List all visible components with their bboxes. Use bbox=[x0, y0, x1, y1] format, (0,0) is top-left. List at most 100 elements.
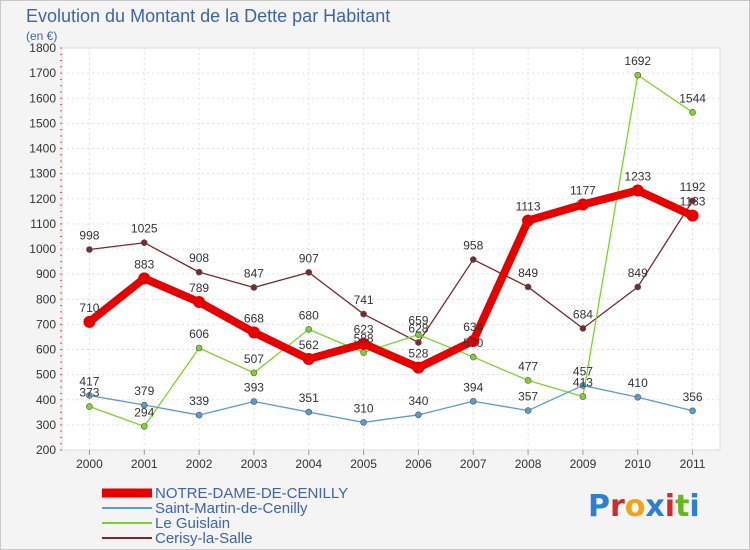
data-point bbox=[140, 239, 148, 247]
data-label: 684 bbox=[573, 307, 593, 321]
data-point bbox=[357, 337, 370, 350]
data-point bbox=[138, 272, 151, 285]
y-tick-label: 1700 bbox=[29, 66, 56, 80]
x-tick-label: 2006 bbox=[405, 457, 432, 471]
y-tick-label: 1200 bbox=[29, 192, 56, 206]
legend-label: Le Guislain bbox=[155, 515, 230, 532]
y-tick-label: 200 bbox=[36, 443, 56, 457]
x-tick-label: 2001 bbox=[131, 457, 158, 471]
data-label: 998 bbox=[79, 229, 99, 243]
data-point bbox=[195, 411, 203, 419]
data-point bbox=[522, 214, 535, 227]
data-point bbox=[576, 198, 589, 211]
x-tick-label: 2003 bbox=[241, 457, 268, 471]
data-label: 680 bbox=[299, 308, 319, 322]
data-point bbox=[469, 256, 477, 263]
x-tick-label: 2008 bbox=[515, 457, 542, 471]
y-tick-label: 1300 bbox=[29, 167, 56, 181]
data-label: 379 bbox=[134, 384, 154, 398]
y-tick-label: 500 bbox=[36, 368, 56, 382]
data-point bbox=[415, 339, 422, 346]
data-label: 562 bbox=[299, 338, 319, 352]
data-point bbox=[467, 334, 480, 347]
data-label: 1692 bbox=[624, 54, 651, 68]
proxiti-logo: Proxiti bbox=[588, 489, 700, 524]
data-label: 393 bbox=[244, 381, 264, 395]
y-tick-label: 700 bbox=[36, 317, 56, 331]
data-label: 457 bbox=[573, 364, 593, 378]
chart-subtitle: (en €) bbox=[26, 29, 57, 43]
series-line bbox=[85, 186, 697, 372]
y-tick-label: 1100 bbox=[30, 217, 56, 231]
data-label: 623 bbox=[354, 323, 374, 337]
y-tick-label: 1800 bbox=[29, 41, 56, 55]
data-label: 1233 bbox=[624, 169, 651, 183]
data-point bbox=[86, 392, 93, 399]
y-tick-label: 800 bbox=[36, 292, 56, 306]
logo-letter: t bbox=[675, 489, 689, 524]
legend-label: NOTRE-DAME-DE-CENILLY bbox=[155, 485, 348, 502]
data-point bbox=[250, 284, 258, 291]
data-label: 351 bbox=[299, 391, 319, 405]
series-line bbox=[88, 384, 694, 424]
data-point bbox=[302, 353, 315, 366]
data-point bbox=[193, 296, 206, 309]
data-label: 394 bbox=[463, 380, 483, 394]
y-tick-label: 1600 bbox=[29, 91, 56, 105]
data-label: 528 bbox=[408, 347, 428, 361]
data-point bbox=[83, 315, 96, 328]
x-tick-label: 2009 bbox=[570, 457, 597, 471]
logo-letter: i bbox=[665, 489, 675, 524]
data-point bbox=[195, 344, 203, 352]
x-tick-label: 2005 bbox=[350, 457, 377, 471]
y-tick-label: 600 bbox=[36, 343, 56, 357]
x-tick-label: 2004 bbox=[295, 457, 322, 471]
data-point bbox=[686, 209, 699, 222]
data-label: 634 bbox=[463, 320, 483, 334]
data-labels: 998 1025 908 847 907 741 628 958 849 684 849 1192 37… bbox=[79, 54, 706, 419]
data-point bbox=[412, 361, 425, 374]
data-label: 628 bbox=[408, 321, 428, 335]
data-label: 413 bbox=[573, 375, 593, 389]
x-tick-label: 2000 bbox=[76, 457, 103, 471]
data-point bbox=[689, 197, 696, 205]
data-point bbox=[579, 382, 587, 389]
y-tick-label: 1400 bbox=[29, 142, 56, 156]
data-point bbox=[415, 331, 422, 338]
data-point bbox=[250, 398, 258, 405]
data-label: 606 bbox=[189, 327, 209, 341]
data-point bbox=[689, 109, 696, 116]
data-point bbox=[360, 349, 367, 356]
data-point bbox=[250, 369, 258, 377]
data-label: 908 bbox=[189, 251, 209, 265]
logo-letter: P bbox=[588, 489, 610, 524]
y-tick-label: 900 bbox=[36, 267, 56, 281]
y-tick-label: 1500 bbox=[29, 116, 56, 130]
data-label: 588 bbox=[354, 332, 374, 346]
y-axis-ticks: 200 300 400 500 600 700 800 900 1000 1100 1200 1300… bbox=[29, 41, 62, 457]
data-point bbox=[469, 353, 477, 361]
data-label: 741 bbox=[354, 293, 374, 307]
x-axis-ticks: 2000 2001 2002 2003 2004 2005 2006 2007 2008 2009… bbox=[76, 450, 706, 471]
legend-label: Saint-Martin-de-Cenilly bbox=[155, 500, 308, 517]
data-label: 883 bbox=[134, 257, 154, 271]
series-group bbox=[83, 71, 699, 430]
data-point bbox=[305, 269, 313, 276]
data-label: 1544 bbox=[679, 91, 706, 105]
data-label: 1113 bbox=[516, 200, 541, 214]
data-point bbox=[634, 71, 642, 79]
data-point bbox=[524, 283, 532, 291]
data-point bbox=[415, 411, 422, 419]
data-point bbox=[86, 403, 93, 410]
y-tick-label: 300 bbox=[36, 418, 56, 432]
data-label: 507 bbox=[244, 352, 264, 366]
data-label: 668 bbox=[244, 311, 264, 325]
data-point bbox=[247, 326, 260, 339]
data-point bbox=[469, 397, 477, 405]
data-point bbox=[524, 377, 532, 384]
x-tick-label: 2002 bbox=[186, 457, 213, 471]
data-point bbox=[524, 407, 532, 414]
logo-letter: r bbox=[610, 489, 625, 524]
